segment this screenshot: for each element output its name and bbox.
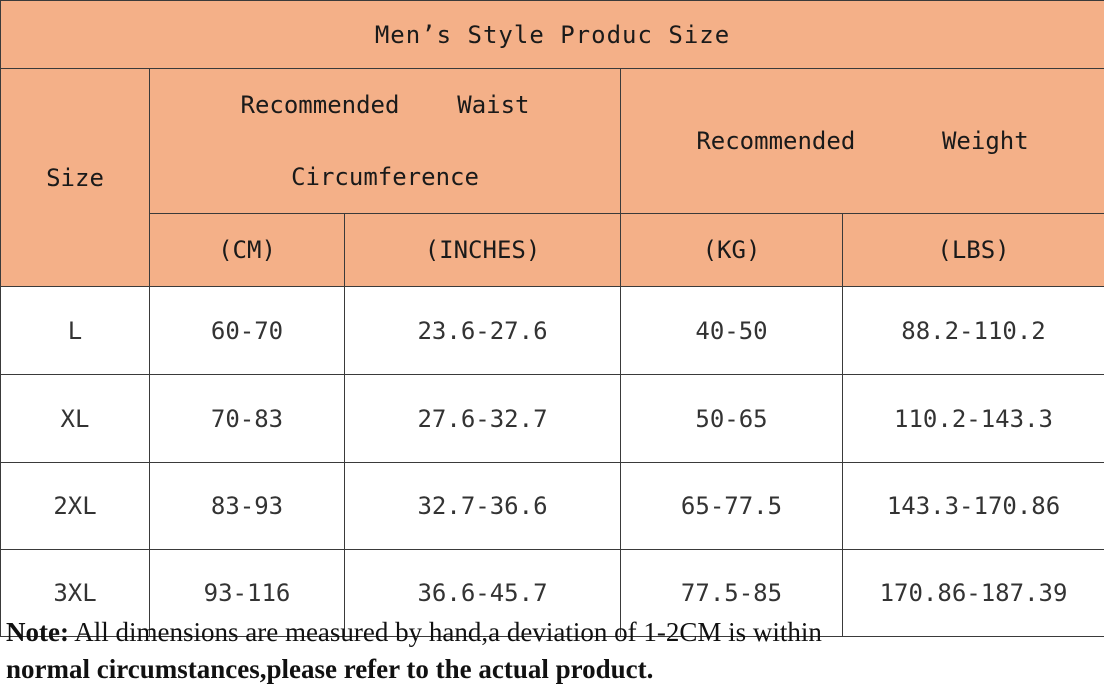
weight-lbs-cell: 170.86-187.39 [841,549,1104,637]
waist-cm-cell: 93-116 [149,549,345,637]
note-text-line-2: normal circumstances,please refer to the… [6,654,654,684]
table-row: 3XL 93-116 36.6-45.7 77.5-85 170.86-187.… [0,549,1104,637]
waist-cm-cell: 70-83 [149,374,345,463]
note-line-1: Note: All dimensions are measured by han… [6,614,1096,651]
table-title: Men’s Style Produc Size [0,0,1104,69]
size-cell: 2XL [0,462,150,550]
measurement-note: Note: All dimensions are measured by han… [6,614,1096,688]
weight-kg-cell: 40-50 [620,286,843,375]
unit-header-row: (CM) (INCHES) (KG) (LBS) [1,213,1104,287]
weight-kg-cell: 50-65 [620,374,843,463]
size-cell: 3XL [0,549,150,637]
table-row: XL 70-83 27.6-32.7 50-65 110.2-143.3 [0,374,1104,463]
waist-inches-cell: 23.6-27.6 [344,286,621,375]
group-header-row: Size Recommended Waist Circumference Rec… [0,68,1104,287]
size-chart-table: Men’s Style Produc Size Size Recommended… [0,0,1104,637]
waist-inches-cell: 36.6-45.7 [344,549,621,637]
weight-group-header: Recommended Weight [619,68,1104,214]
unit-header-inches: (INCHES) [344,213,621,287]
weight-lbs-cell: 143.3-170.86 [841,462,1104,550]
weight-kg-cell: 77.5-85 [620,549,843,637]
note-text-line-1: All dimensions are measured by hand,a de… [68,617,822,647]
waist-inches-cell: 27.6-32.7 [344,374,621,463]
waist-inches-cell: 32.7-36.6 [344,462,621,550]
size-cell: XL [0,374,150,463]
waist-cm-cell: 83-93 [149,462,345,550]
unit-header-lbs: (LBS) [841,213,1104,287]
weight-lbs-cell: 110.2-143.3 [841,374,1104,463]
table-row: 2XL 83-93 32.7-36.6 65-77.5 143.3-170.86 [0,462,1104,550]
waist-cm-cell: 60-70 [149,286,345,375]
table-row: L 60-70 23.6-27.6 40-50 88.2-110.2 [0,286,1104,375]
unit-header-cm: (CM) [149,213,345,287]
size-column-header: Size [0,68,150,287]
weight-kg-cell: 65-77.5 [620,462,843,550]
note-label: Note: [6,617,69,647]
waist-group-header: Recommended Waist Circumference [149,68,621,214]
size-cell: L [0,286,150,375]
title-row: Men’s Style Produc Size [0,0,1104,69]
unit-header-kg: (KG) [620,213,843,287]
weight-lbs-cell: 88.2-110.2 [841,286,1104,375]
